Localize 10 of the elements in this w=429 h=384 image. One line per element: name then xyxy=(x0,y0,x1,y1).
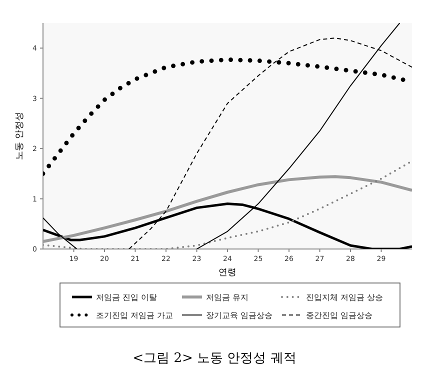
legend-label: 저임금 유지 xyxy=(206,293,249,302)
legend-label: 조기진입 저임금 가교 xyxy=(96,311,174,320)
line-series xyxy=(43,175,412,243)
text: <그림 2> 노동 안정성 궤적 xyxy=(132,351,296,366)
legend-label: 저임금 진입 이탈 xyxy=(96,293,158,302)
legend-label: 중간진입 임금상승 xyxy=(306,311,373,320)
x-axis-title: 연령 xyxy=(218,268,236,278)
legend-label: 장기교육 임금상승 xyxy=(206,311,273,320)
legend-label: 진입지체 저임금 상승 xyxy=(306,293,384,302)
y-axis-title: 노동 안정성 xyxy=(15,112,25,160)
